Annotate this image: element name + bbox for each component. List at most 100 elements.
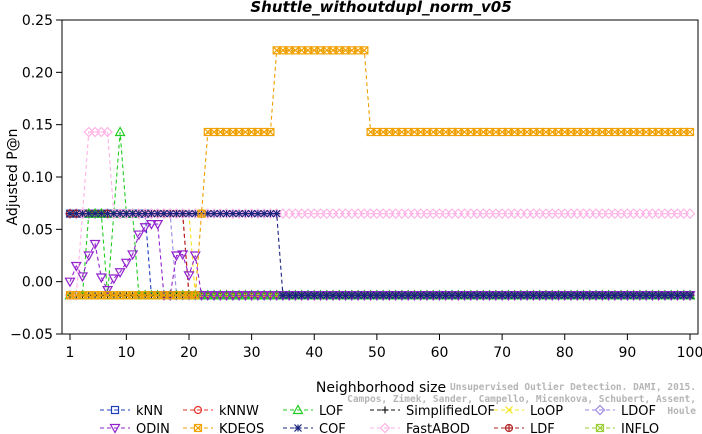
- data-point: [133, 230, 145, 241]
- x-tick-label: 1: [66, 345, 75, 361]
- series-line: [69, 223, 690, 296]
- data-point: [667, 291, 676, 300]
- data-point: [153, 209, 162, 218]
- data-point: [592, 291, 600, 300]
- data-point: [191, 291, 200, 300]
- data-point: [354, 291, 363, 300]
- data-point: [510, 291, 519, 300]
- data-point: [429, 291, 438, 300]
- data-point: [177, 250, 189, 261]
- data-point: [479, 291, 488, 300]
- data-point: [134, 209, 143, 218]
- data-point: [210, 209, 218, 218]
- y-tick-label: 0.25: [22, 13, 53, 29]
- legend-item-kdeos: KDEOS: [183, 422, 264, 434]
- data-point: [585, 291, 594, 300]
- data-point: [473, 291, 481, 300]
- legend-item-odin: ODIN: [100, 422, 170, 434]
- series-line: [70, 213, 690, 296]
- legend-marker: [109, 423, 121, 434]
- data-point: [108, 274, 120, 285]
- data-point: [221, 291, 233, 301]
- data-point: [91, 209, 99, 218]
- credit-text: Unsupervised Outlier Detection. DAMI, 20…: [316, 382, 696, 418]
- data-point: [379, 291, 388, 300]
- data-point: [239, 291, 251, 301]
- legend-item-knn: kNN: [100, 404, 163, 419]
- data-point: [529, 291, 538, 300]
- legend-item-simplifiedlof: SimplifiedLOF: [370, 404, 495, 419]
- data-point: [139, 223, 151, 233]
- data-point: [241, 209, 250, 218]
- data-point: [598, 291, 607, 300]
- data-point: [366, 291, 375, 300]
- data-point: [347, 291, 356, 300]
- data-point: [372, 291, 381, 300]
- legend-marker: [193, 405, 203, 415]
- data-point: [122, 209, 131, 218]
- data-point: [141, 209, 150, 218]
- legend-item-lof: LOF: [283, 404, 344, 419]
- x-tick-label: 20: [180, 345, 198, 361]
- legend-marker: [110, 405, 120, 415]
- data-point: [661, 291, 669, 300]
- legend-label: COF: [319, 422, 346, 434]
- data-point: [160, 209, 168, 218]
- data-point: [404, 291, 413, 300]
- data-point: [189, 251, 201, 262]
- data-point: [466, 291, 475, 300]
- data-point: [233, 291, 245, 301]
- legend-label: SimplifiedLOF: [406, 404, 495, 419]
- data-point: [685, 127, 695, 137]
- legend-label: LoOP: [530, 404, 563, 419]
- data-point: [127, 250, 139, 261]
- series-kdeos: [65, 46, 695, 300]
- legend-label: ODIN: [136, 422, 170, 434]
- legend-item-cof: COF: [283, 422, 346, 434]
- x-axis-label: Neighborhood size: [316, 380, 446, 396]
- y-tick-label: 0.05: [22, 222, 53, 238]
- data-point: [304, 291, 312, 300]
- data-point: [322, 291, 331, 300]
- data-point: [109, 209, 118, 218]
- data-point: [260, 209, 269, 218]
- data-point: [341, 291, 350, 300]
- series-ldof: [64, 208, 696, 301]
- data-point: [291, 291, 300, 300]
- data-point: [222, 209, 231, 218]
- data-point: [95, 273, 107, 284]
- x-tick-label: 40: [305, 345, 323, 361]
- x-tick-label: 70: [493, 345, 511, 361]
- series-cof: [66, 209, 694, 300]
- legend-item-ldf: LDF: [494, 422, 555, 434]
- data-point: [178, 209, 187, 218]
- data-point: [76, 272, 89, 283]
- legend-marker: [292, 404, 304, 415]
- data-point: [152, 220, 164, 230]
- data-point: [197, 209, 206, 218]
- data-point: [120, 258, 132, 269]
- data-point: [228, 209, 237, 218]
- data-point: [523, 291, 532, 300]
- x-tick-label: 30: [243, 345, 261, 361]
- data-point: [102, 126, 113, 138]
- legend-marker: [379, 422, 391, 434]
- series-line: [70, 213, 690, 296]
- data-point: [266, 127, 275, 137]
- series-odin: [64, 220, 696, 301]
- data-point: [116, 209, 125, 218]
- credit-line-2: Campos, Zimek, Sander, Campello, Micenko…: [347, 394, 696, 417]
- data-point: [247, 209, 256, 218]
- legend-item-ldof: LDOF: [585, 404, 656, 419]
- data-point: [78, 209, 87, 218]
- data-point: [579, 291, 588, 300]
- data-point: [264, 291, 276, 301]
- legend-label: FastABOD: [406, 422, 470, 434]
- y-tick-label: 0.10: [22, 170, 53, 186]
- data-point: [673, 291, 682, 300]
- data-point: [504, 291, 513, 300]
- legend-marker: [294, 424, 302, 432]
- data-point: [516, 291, 525, 300]
- data-point: [360, 46, 369, 55]
